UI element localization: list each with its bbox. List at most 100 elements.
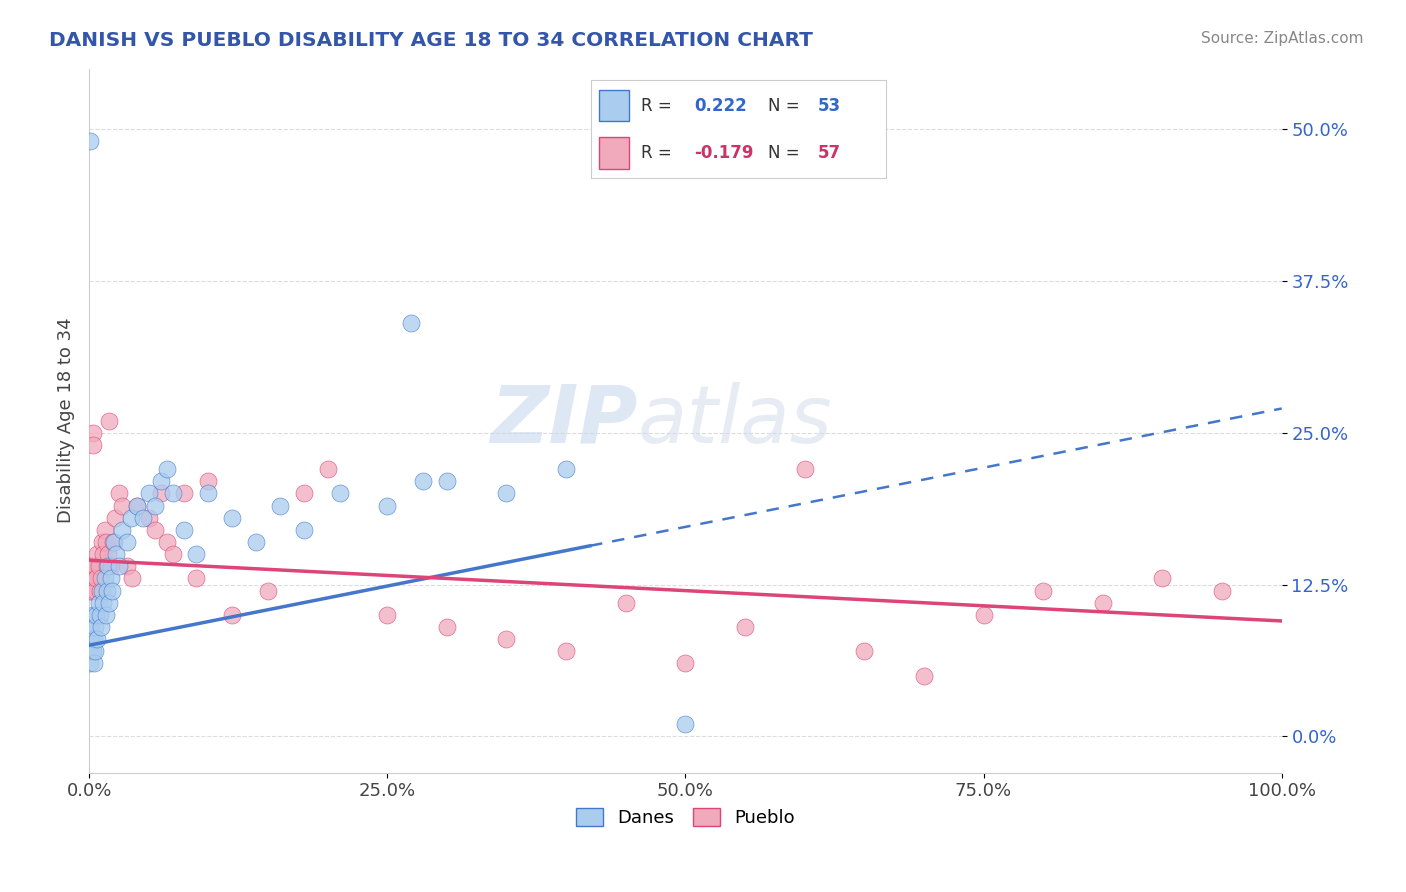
Point [132,510,155,524]
Point [108,559,131,574]
Point [257,583,280,598]
Point [82,607,104,622]
Point [436,475,458,489]
Point [673,717,696,731]
Point [221,510,243,524]
Text: 53: 53 [818,97,841,115]
Point [115,559,138,574]
Point [555,462,578,476]
Point [86,547,108,561]
Text: atlas: atlas [638,382,832,459]
Point [495,486,517,500]
Point [495,632,517,647]
Point [149,486,172,500]
Point [82,425,104,440]
Text: 57: 57 [818,144,841,161]
Point [155,462,177,476]
Point [973,607,995,622]
Point [100,572,122,586]
Point [87,596,110,610]
Text: 0.222: 0.222 [695,97,747,115]
Point [82,644,104,658]
Point [80,632,103,647]
FancyBboxPatch shape [599,90,628,121]
Point [221,607,243,622]
Text: -0.179: -0.179 [695,144,754,161]
Point [104,510,127,524]
Point [80,620,103,634]
Point [138,510,160,524]
Point [1091,596,1114,610]
Point [84,644,107,658]
Point [89,607,111,622]
Point [1032,583,1054,598]
Legend: Danes, Pueblo: Danes, Pueblo [569,800,801,834]
Point [412,475,434,489]
Point [853,644,876,658]
Point [125,499,148,513]
Point [155,535,177,549]
Point [84,572,107,586]
Point [555,644,578,658]
Point [111,523,134,537]
Point [197,475,219,489]
Point [97,547,120,561]
Text: R =: R = [641,97,676,115]
Point [162,547,184,561]
Point [98,596,121,610]
Text: ZIP: ZIP [491,382,638,459]
Point [90,572,112,586]
Point [186,547,208,561]
Point [673,657,696,671]
Point [84,620,107,634]
Point [94,607,117,622]
Point [101,535,124,549]
FancyBboxPatch shape [599,137,628,169]
Point [121,572,143,586]
Point [111,499,134,513]
Point [79,134,101,148]
Point [162,486,184,500]
Point [97,559,120,574]
Point [87,559,110,574]
Point [269,499,291,513]
Point [292,523,315,537]
Point [1211,583,1233,598]
Point [436,620,458,634]
Text: Source: ZipAtlas.com: Source: ZipAtlas.com [1201,31,1364,46]
Point [82,438,104,452]
Point [100,559,122,574]
Point [143,523,166,537]
Point [89,583,111,598]
Point [105,547,128,561]
Point [375,607,398,622]
Point [91,535,114,549]
Point [79,572,101,586]
Point [115,535,138,549]
Point [108,486,131,500]
Text: N =: N = [768,97,804,115]
Point [84,559,107,574]
Point [100,583,122,598]
Point [125,499,148,513]
Point [186,572,208,586]
Point [143,499,166,513]
Y-axis label: Disability Age 18 to 34: Disability Age 18 to 34 [58,318,75,524]
Point [245,535,267,549]
Point [93,547,115,561]
Text: DANISH VS PUEBLO DISABILITY AGE 18 TO 34 CORRELATION CHART: DANISH VS PUEBLO DISABILITY AGE 18 TO 34… [49,31,813,50]
Point [138,486,160,500]
Point [84,583,107,598]
Point [103,535,125,549]
Point [79,657,101,671]
Point [328,486,350,500]
Point [793,462,815,476]
Point [375,499,398,513]
Point [292,486,315,500]
Point [93,596,115,610]
Point [96,559,118,574]
Point [173,523,195,537]
Point [399,317,422,331]
Point [614,596,637,610]
Point [91,583,114,598]
